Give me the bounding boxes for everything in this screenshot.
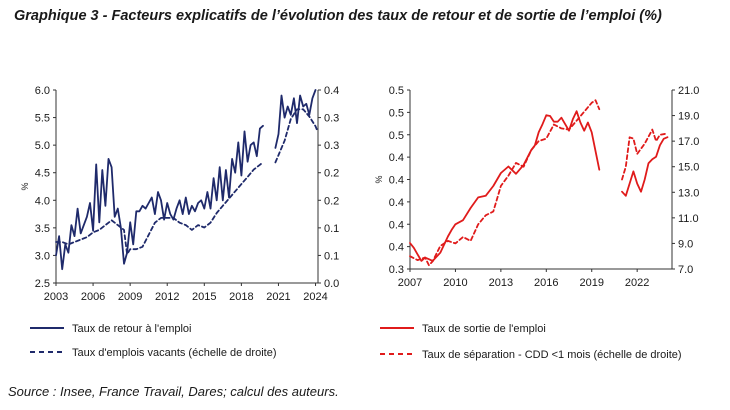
left-y-tick-label: 0.3 [389, 264, 404, 276]
left-y-tick-label: 4.0 [35, 195, 50, 207]
solid-series-line [274, 89, 317, 149]
x-tick-label: 2012 [155, 291, 179, 303]
right-y-tick-label: 9.0 [678, 238, 693, 250]
right-y-tick-label: 0.2 [324, 195, 339, 207]
x-tick-label: 2009 [118, 291, 142, 303]
solid-series-line [621, 136, 669, 197]
right-y-tick-label: 15.0 [678, 162, 699, 174]
x-tick-label: 2010 [443, 277, 467, 289]
source-note: Source : Insee, France Travail, Dares; c… [8, 384, 339, 399]
legend-label: Taux de retour à l'emploi [72, 323, 192, 335]
left-y-tick-label: 4.5 [35, 168, 50, 180]
right-y-tick-label: 7.0 [678, 264, 693, 276]
x-tick-label: 2015 [192, 291, 216, 303]
left-y-tick-label: 3.5 [35, 223, 50, 235]
right-y-tick-label: 0.3 [324, 113, 339, 125]
right-y-tick-label: 13.0 [678, 187, 699, 199]
x-tick-label: 2003 [44, 291, 68, 303]
left-y-tick-label: 6.0 [35, 85, 50, 97]
left-y-tick-label: 0.5 [389, 130, 404, 142]
right-y-tick-label: 0.1 [324, 250, 339, 262]
right-y-tick-label: 19.0 [678, 111, 699, 123]
dashed-series-line [621, 128, 669, 181]
dashed-series-line [274, 108, 319, 164]
right-y-tick-label: 0.2 [324, 168, 339, 180]
solid-series-line [55, 124, 264, 271]
left-chart: 2.5 3.0 3.5 4.0 4.5 5.0 5.5 6.0 0.0 0.1 0.1 0.2 0.2 0… [20, 85, 339, 359]
left-y-tick-label: 0.5 [389, 107, 404, 119]
x-tick-label: 2007 [398, 277, 422, 289]
left-y-tick-label: 0.4 [389, 197, 404, 209]
left-y-tick-label: 0.4 [389, 242, 404, 254]
left-y-tick-label: 5.0 [35, 140, 50, 152]
right-y-tick-label: 0.3 [324, 140, 339, 152]
x-tick-label: 2021 [266, 291, 290, 303]
y-unit-label: % [374, 175, 384, 183]
right-y-tick-label: 0.1 [324, 223, 339, 235]
x-tick-label: 2013 [489, 277, 513, 289]
x-tick-label: 2018 [229, 291, 253, 303]
left-y-tick-label: 2.5 [35, 278, 50, 290]
right-y-tick-label: 21.0 [678, 85, 699, 97]
right-y-tick-label: 17.0 [678, 136, 699, 148]
left-y-tick-label: 3.0 [35, 250, 50, 262]
x-tick-label: 2022 [625, 277, 649, 289]
x-tick-label: 2019 [579, 277, 603, 289]
x-tick-label: 2024 [303, 291, 327, 303]
left-y-tick-label: 0.4 [389, 175, 404, 187]
legend-label: Taux d'emplois vacants (échelle de droit… [72, 347, 276, 359]
right-y-tick-label: 0.4 [324, 85, 339, 97]
dashed-series-line [55, 161, 264, 256]
left-y-tick-label: 0.5 [389, 85, 404, 97]
legend-label: Taux de séparation - CDD <1 mois (échell… [422, 349, 682, 361]
right-chart: 0.3 0.4 0.4 0.4 0.4 0.4 0.5 0.5 0.5 7.0 9.0 11.0 13.… [374, 85, 699, 361]
x-tick-label: 2006 [81, 291, 105, 303]
y-unit-label: % [20, 182, 30, 190]
left-y-tick-label: 0.4 [389, 152, 404, 164]
left-y-tick-label: 0.4 [389, 219, 404, 231]
right-y-tick-label: 11.0 [678, 213, 699, 225]
left-y-tick-label: 5.5 [35, 113, 50, 125]
dashed-series-line [409, 99, 601, 267]
legend-label: Taux de sortie de l'emploi [422, 323, 546, 335]
right-y-tick-label: 0.0 [324, 278, 339, 290]
chart-title: Graphique 3 - Facteurs explicatifs de l’… [14, 8, 662, 24]
solid-series-line [409, 110, 601, 262]
x-tick-label: 2016 [534, 277, 558, 289]
